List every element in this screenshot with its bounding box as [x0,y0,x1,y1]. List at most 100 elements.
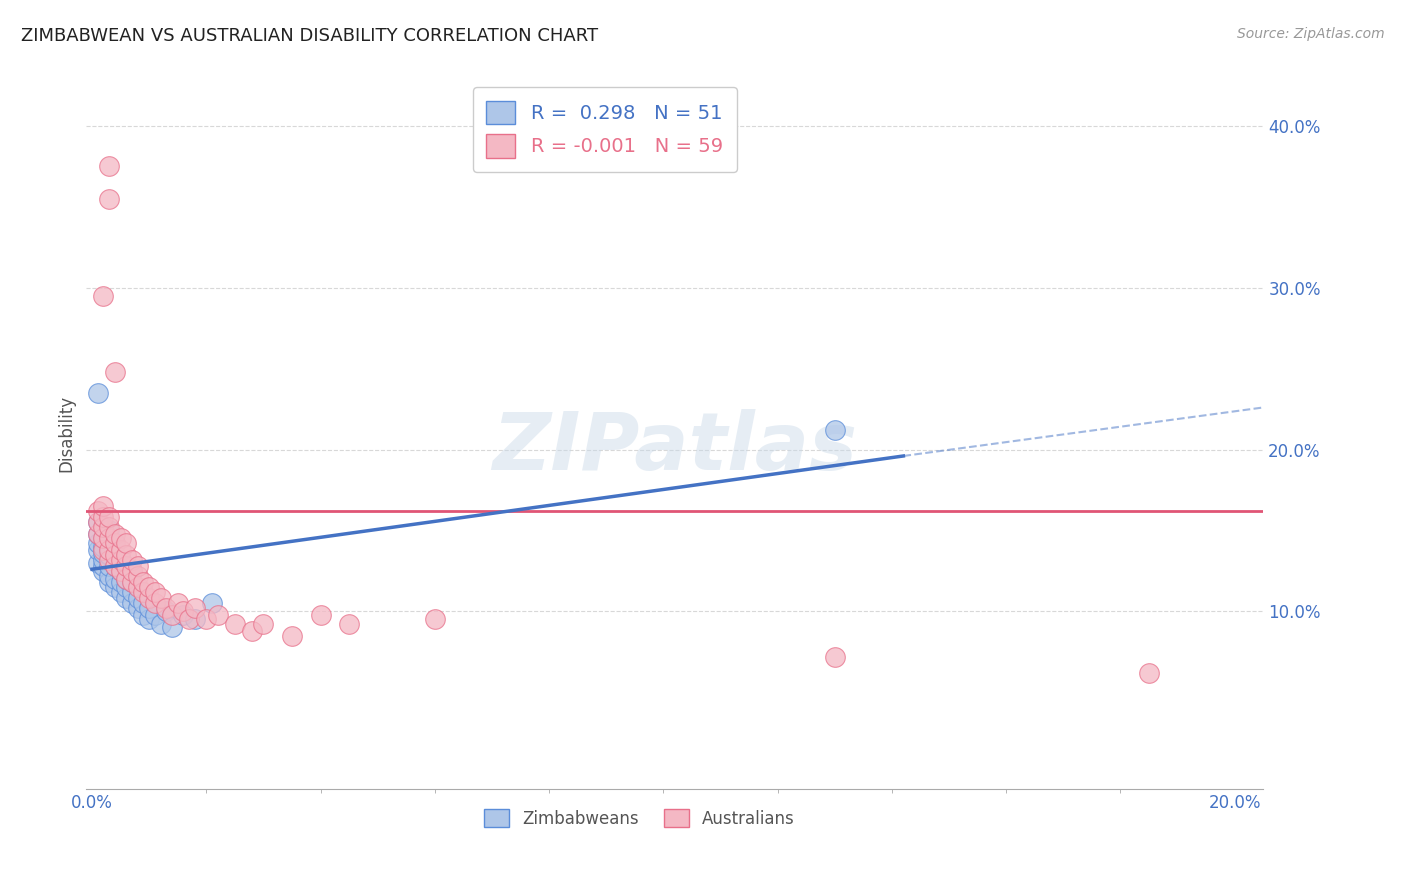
Point [93,564,115,578]
Point [127,601,149,615]
Text: ZIPatlas: ZIPatlas [492,409,858,486]
Point [337,617,360,632]
Text: Source: ZipAtlas.com: Source: ZipAtlas.com [1237,27,1385,41]
Point [98,548,121,562]
Point [824,649,846,664]
Point [110,552,132,566]
Point [309,607,332,622]
Point [240,624,263,638]
Point [121,585,143,599]
Point [201,596,224,610]
Point [1137,665,1160,680]
Point [93,552,115,566]
Point [149,591,172,606]
Point [98,552,121,566]
Point [87,526,110,541]
Point [149,617,172,632]
Point [143,607,166,622]
Point [98,559,121,574]
Legend: Zimbabweans, Australians: Zimbabweans, Australians [477,803,801,834]
Point [104,548,127,562]
Point [87,526,110,541]
Point [121,564,143,578]
Point [98,510,121,524]
Point [93,520,115,534]
Point [104,526,127,541]
Point [160,607,183,622]
Point [104,536,127,550]
Point [207,607,229,622]
Point [87,536,110,550]
Point [166,596,188,610]
Point [104,572,127,586]
Point [121,564,143,578]
Point [115,591,138,606]
Point [281,628,304,642]
Point [110,542,132,557]
Point [98,540,121,554]
Point [104,365,127,379]
Point [121,575,143,590]
Point [127,591,149,606]
Point [138,591,160,606]
Point [93,510,115,524]
Point [132,585,155,599]
Point [115,548,138,562]
Point [104,559,127,574]
Point [93,540,115,554]
Point [93,532,115,546]
Point [98,532,121,546]
Point [115,536,138,550]
Point [93,289,115,303]
Point [132,575,155,590]
Point [138,612,160,626]
Point [132,607,155,622]
Point [87,516,110,530]
Point [127,568,149,582]
Point [224,617,246,632]
Point [115,580,138,594]
Point [104,548,127,562]
Point [93,559,115,574]
Point [104,580,127,594]
Point [87,542,110,557]
Point [93,532,115,546]
Point [127,580,149,594]
Point [121,575,143,590]
Point [98,160,121,174]
Point [110,575,132,590]
Point [143,596,166,610]
Point [172,607,194,622]
Point [110,564,132,578]
Point [87,385,110,400]
Point [87,516,110,530]
Point [143,585,166,599]
Point [115,572,138,586]
Point [195,612,218,626]
Point [110,532,132,546]
Point [87,556,110,570]
Point [98,524,121,538]
Point [98,575,121,590]
Point [121,552,143,566]
Point [98,192,121,206]
Point [93,546,115,560]
Point [98,568,121,582]
Point [98,542,121,557]
Point [98,520,121,534]
Point [138,601,160,615]
Point [824,423,846,437]
Point [172,604,194,618]
Point [184,612,207,626]
Point [93,542,115,557]
Point [155,601,177,615]
Point [115,572,138,586]
Point [252,617,274,632]
Point [104,536,127,550]
Point [423,612,446,626]
Point [87,504,110,518]
Y-axis label: Disability: Disability [58,395,75,472]
Point [93,499,115,513]
Point [115,559,138,574]
Point [104,559,127,574]
